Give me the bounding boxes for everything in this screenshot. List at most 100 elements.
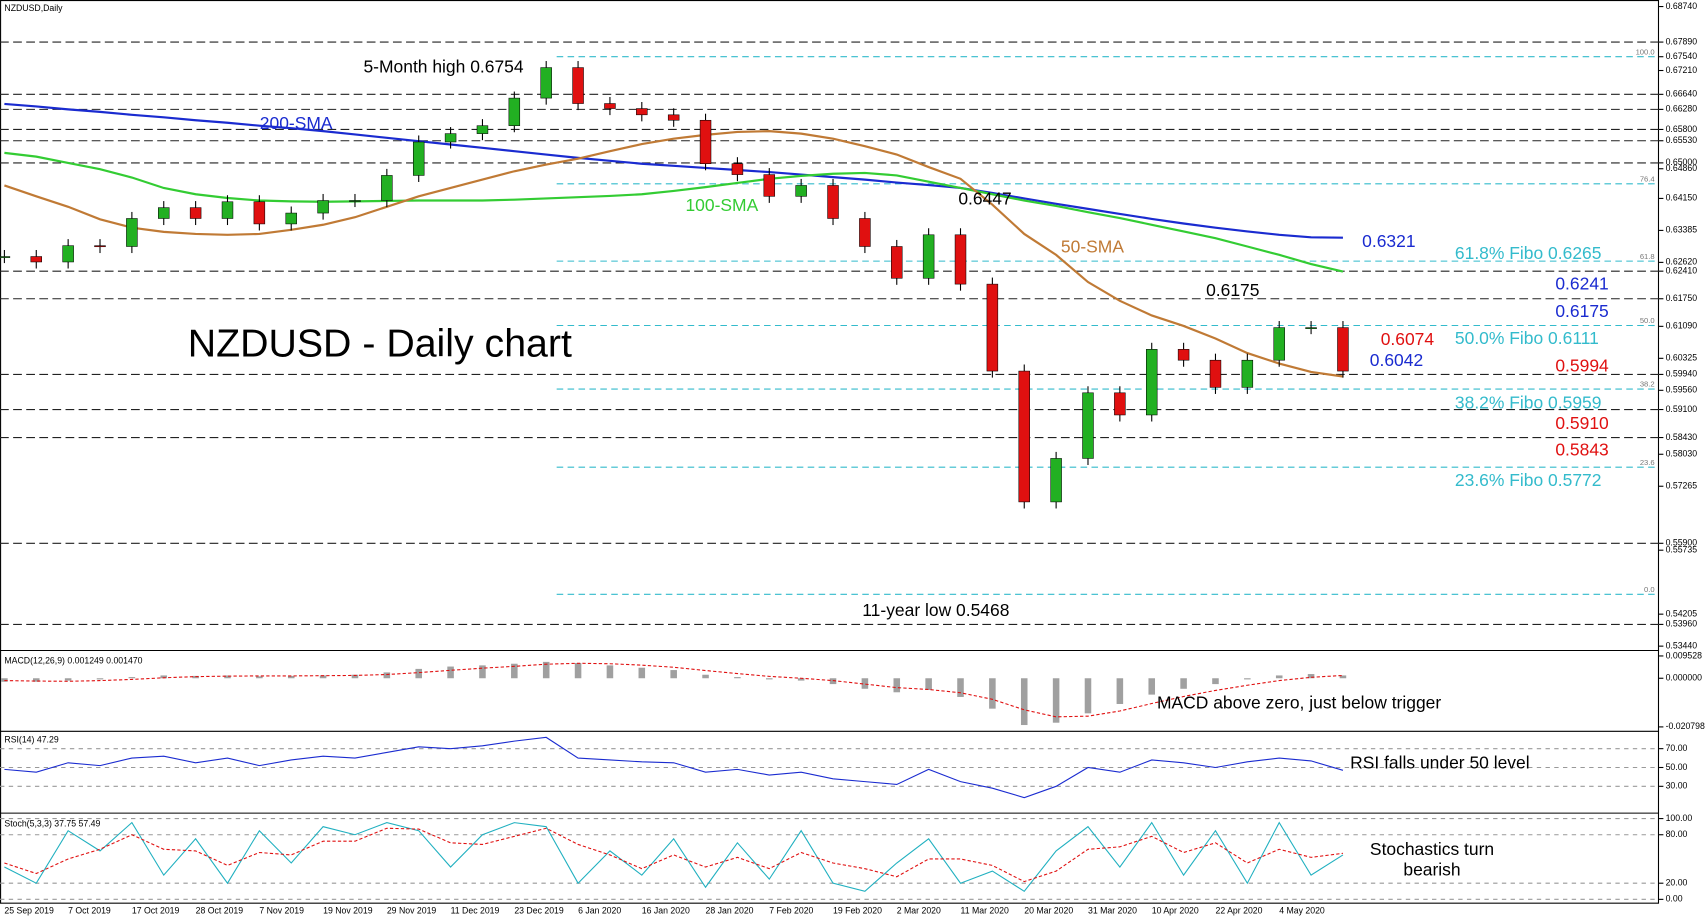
candle	[221, 201, 234, 219]
annotation: 0.6175	[1206, 280, 1259, 300]
y-tick-label: 20.00	[1666, 878, 1688, 888]
candle	[604, 103, 616, 109]
annotation: Stochastics turn	[1370, 839, 1494, 859]
y-tick-label: 50.00	[1666, 762, 1688, 772]
macd-bar	[1052, 678, 1060, 723]
y-tick-label: 0.67540	[1666, 51, 1698, 61]
macd-bar	[797, 678, 805, 681]
fibo-label: 23.6	[1640, 458, 1655, 467]
candle	[859, 218, 871, 247]
x-tick-label: 11 Mar 2020	[961, 906, 1009, 916]
macd-bar	[32, 678, 40, 682]
candle	[1305, 327, 1317, 329]
x-tick-label: 7 Feb 2020	[769, 906, 813, 916]
y-tick-label: 0.67890	[1666, 36, 1698, 46]
annotation: 100-SMA	[685, 195, 758, 215]
macd-bar	[1180, 678, 1187, 689]
annotation: 0.5994	[1555, 355, 1609, 375]
macd-bar	[319, 675, 327, 679]
annotation: 0.5843	[1555, 439, 1608, 459]
y-tick-label: 0.63385	[1666, 225, 1698, 235]
candle	[381, 175, 393, 201]
x-tick-label: 19 Nov 2019	[323, 906, 373, 916]
macd-bar	[351, 674, 359, 679]
candle	[1018, 370, 1030, 503]
macd-bar	[957, 678, 964, 697]
y-tick-label: 0.60325	[1666, 353, 1698, 363]
macd-bar	[383, 672, 391, 679]
candle	[0, 256, 11, 258]
candle	[1273, 327, 1285, 361]
macd-bar	[1339, 675, 1347, 679]
annotation: 50-SMA	[1061, 236, 1124, 256]
x-tick-label: 7 Oct 2019	[68, 906, 111, 916]
candle	[1241, 359, 1254, 388]
x-tick-label: 31 Mar 2020	[1088, 906, 1137, 916]
candle	[476, 125, 489, 134]
macd-bar	[1148, 678, 1156, 695]
macd-bar	[925, 678, 932, 690]
candle	[1209, 359, 1222, 388]
y-tick-label: 30.00	[1666, 781, 1688, 791]
x-tick-label: 11 Dec 2019	[451, 906, 500, 916]
candle	[827, 185, 839, 219]
macd-bar	[1307, 674, 1315, 679]
y-tick-label: 0.53440	[1666, 640, 1698, 650]
indicator-line	[4, 662, 1343, 718]
y-tick-label: 100.00	[1666, 813, 1693, 823]
candle	[1114, 392, 1126, 416]
candle	[444, 133, 457, 143]
macd-bar	[224, 675, 231, 679]
y-tick-label: 80.00	[1666, 829, 1688, 839]
macd-bar	[1084, 678, 1092, 714]
candle	[317, 200, 329, 214]
fibo-label: 50.0	[1640, 316, 1655, 325]
candle	[572, 67, 584, 104]
annotation: RSI falls under 50 level	[1350, 753, 1529, 773]
x-tick-label: 28 Oct 2019	[196, 906, 244, 916]
macd-bar	[829, 678, 837, 685]
x-tick-label: 25 Sep 2019	[4, 906, 54, 916]
macd-bar	[1212, 678, 1219, 685]
indicator-line	[4, 736, 1344, 799]
y-tick-label: 0.68740	[1666, 1, 1698, 11]
candle	[699, 119, 712, 165]
candle	[1337, 327, 1349, 372]
x-tick-label: 17 Oct 2019	[132, 906, 180, 916]
fibo-label: 76.4	[1640, 174, 1656, 183]
annotation: 200-SMA	[260, 113, 333, 133]
y-tick-label: 0.65800	[1666, 124, 1698, 134]
fibo-label: 38.2	[1640, 380, 1655, 389]
x-tick-label: 16 Jan 2020	[642, 906, 690, 916]
candle	[412, 141, 425, 176]
candle	[62, 245, 74, 263]
chart-subtitle: NZDUSD - Daily chart	[188, 321, 572, 365]
y-tick-label: 0.62410	[1666, 265, 1698, 275]
candle	[795, 185, 807, 197]
y-tick-label: 0.58030	[1666, 449, 1698, 459]
annotation: 23.6% Fibo 0.5772	[1455, 470, 1602, 490]
candle	[540, 67, 552, 99]
macd-bar	[160, 675, 168, 679]
macd-bar	[861, 678, 869, 689]
y-tick-label: 0.67210	[1666, 65, 1698, 75]
annotation: 0.5910	[1555, 413, 1609, 433]
y-tick-label: 0.61090	[1666, 321, 1698, 331]
annotation: 0.6074	[1381, 329, 1435, 349]
fibo-label: 61.8	[1640, 252, 1655, 261]
annotation: 0.6042	[1370, 350, 1423, 370]
y-tick-label: 0.66280	[1666, 104, 1698, 114]
macd-bar	[893, 678, 901, 693]
x-tick-label: 2 Mar 2020	[897, 906, 941, 916]
y-tick-label: 0.53960	[1666, 619, 1698, 629]
macd-bar	[702, 674, 709, 679]
y-tick-label: 0.59940	[1666, 369, 1698, 379]
macd-bar	[287, 675, 295, 679]
y-tick-label: 0.55900	[1666, 538, 1698, 548]
x-tick-label: 28 Jan 2020	[706, 906, 754, 916]
y-tick-label: 0.55735	[1666, 545, 1698, 555]
y-tick-label: 0.54205	[1666, 608, 1698, 618]
y-tick-label: 0.009528	[1666, 650, 1703, 660]
y-tick-label: 0.66640	[1666, 89, 1698, 99]
candle	[285, 212, 297, 225]
